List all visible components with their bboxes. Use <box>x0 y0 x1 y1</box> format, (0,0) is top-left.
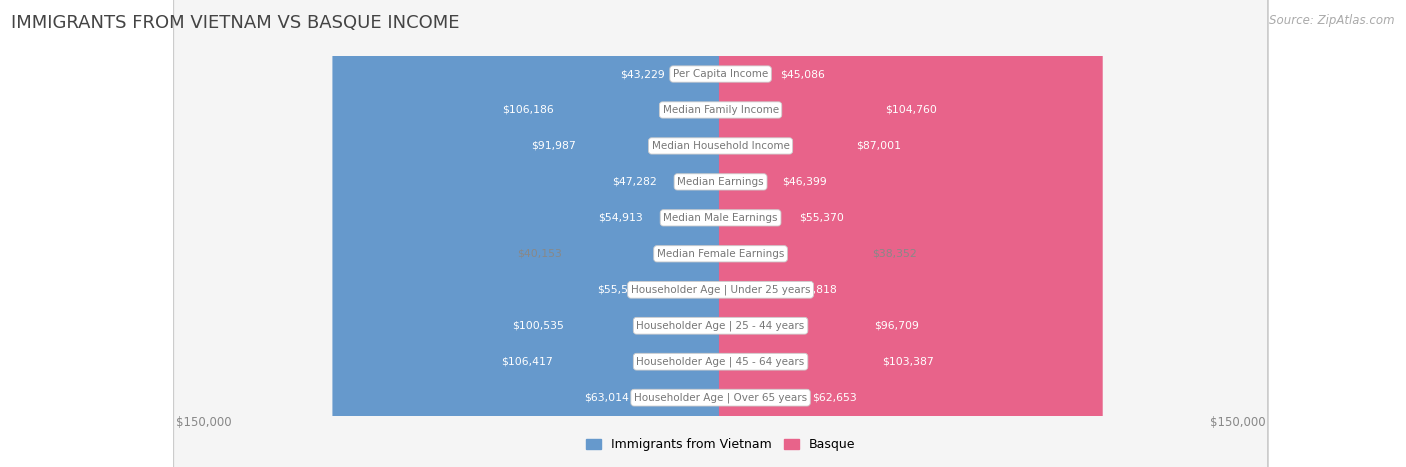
FancyBboxPatch shape <box>173 0 1268 467</box>
Text: $150,000: $150,000 <box>176 416 232 429</box>
FancyBboxPatch shape <box>718 0 862 467</box>
Text: Median Male Earnings: Median Male Earnings <box>664 213 778 223</box>
FancyBboxPatch shape <box>517 0 723 467</box>
FancyBboxPatch shape <box>173 0 1268 467</box>
FancyBboxPatch shape <box>718 0 891 467</box>
FancyBboxPatch shape <box>718 0 1102 467</box>
FancyBboxPatch shape <box>173 0 1268 467</box>
Text: $46,399: $46,399 <box>783 177 827 187</box>
Text: Householder Age | Under 25 years: Householder Age | Under 25 years <box>631 284 810 295</box>
FancyBboxPatch shape <box>547 0 723 467</box>
FancyBboxPatch shape <box>385 0 723 467</box>
FancyBboxPatch shape <box>173 0 1268 467</box>
Text: $87,001: $87,001 <box>856 141 901 151</box>
Text: $103,387: $103,387 <box>883 357 934 367</box>
FancyBboxPatch shape <box>173 0 1268 467</box>
Text: $62,653: $62,653 <box>813 393 856 403</box>
Text: Householder Age | 45 - 64 years: Householder Age | 45 - 64 years <box>637 356 804 367</box>
Text: $150,000: $150,000 <box>1209 416 1265 429</box>
FancyBboxPatch shape <box>354 0 723 467</box>
Legend: Immigrants from Vietnam, Basque: Immigrants from Vietnam, Basque <box>581 433 860 456</box>
Text: $51,818: $51,818 <box>793 285 837 295</box>
Text: $91,987: $91,987 <box>531 141 576 151</box>
FancyBboxPatch shape <box>491 0 723 467</box>
Text: Median Family Income: Median Family Income <box>662 105 779 115</box>
Text: Householder Age | 25 - 44 years: Householder Age | 25 - 44 years <box>637 320 804 331</box>
Text: $38,352: $38,352 <box>873 249 917 259</box>
Text: $100,535: $100,535 <box>512 321 564 331</box>
FancyBboxPatch shape <box>332 0 723 467</box>
Text: Median Earnings: Median Earnings <box>678 177 763 187</box>
Text: IMMIGRANTS FROM VIETNAM VS BASQUE INCOME: IMMIGRANTS FROM VIETNAM VS BASQUE INCOME <box>11 14 460 32</box>
FancyBboxPatch shape <box>718 0 1038 467</box>
Text: $45,086: $45,086 <box>780 69 825 79</box>
Text: Per Capita Income: Per Capita Income <box>673 69 768 79</box>
Text: $106,417: $106,417 <box>502 357 553 367</box>
FancyBboxPatch shape <box>574 0 723 467</box>
Text: $55,562: $55,562 <box>598 285 643 295</box>
FancyBboxPatch shape <box>519 0 723 467</box>
FancyBboxPatch shape <box>718 0 911 467</box>
Text: $106,186: $106,186 <box>502 105 554 115</box>
Text: $63,014: $63,014 <box>583 393 628 403</box>
FancyBboxPatch shape <box>173 0 1268 467</box>
Text: $104,760: $104,760 <box>884 105 936 115</box>
Text: $40,153: $40,153 <box>517 249 562 259</box>
Text: $96,709: $96,709 <box>873 321 918 331</box>
Text: $55,370: $55,370 <box>799 213 844 223</box>
FancyBboxPatch shape <box>718 0 924 467</box>
Text: Householder Age | Over 65 years: Householder Age | Over 65 years <box>634 392 807 403</box>
FancyBboxPatch shape <box>718 0 886 467</box>
Text: Source: ZipAtlas.com: Source: ZipAtlas.com <box>1270 14 1395 27</box>
Text: Median Household Income: Median Household Income <box>651 141 790 151</box>
FancyBboxPatch shape <box>718 0 1073 467</box>
FancyBboxPatch shape <box>173 0 1268 467</box>
Text: $43,229: $43,229 <box>620 69 665 79</box>
Text: $54,913: $54,913 <box>599 213 643 223</box>
FancyBboxPatch shape <box>562 0 723 467</box>
Text: $47,282: $47,282 <box>613 177 657 187</box>
FancyBboxPatch shape <box>333 0 723 467</box>
FancyBboxPatch shape <box>718 0 1098 467</box>
FancyBboxPatch shape <box>173 0 1268 467</box>
Text: Median Female Earnings: Median Female Earnings <box>657 249 785 259</box>
FancyBboxPatch shape <box>718 0 950 467</box>
FancyBboxPatch shape <box>173 0 1268 467</box>
FancyBboxPatch shape <box>173 0 1268 467</box>
